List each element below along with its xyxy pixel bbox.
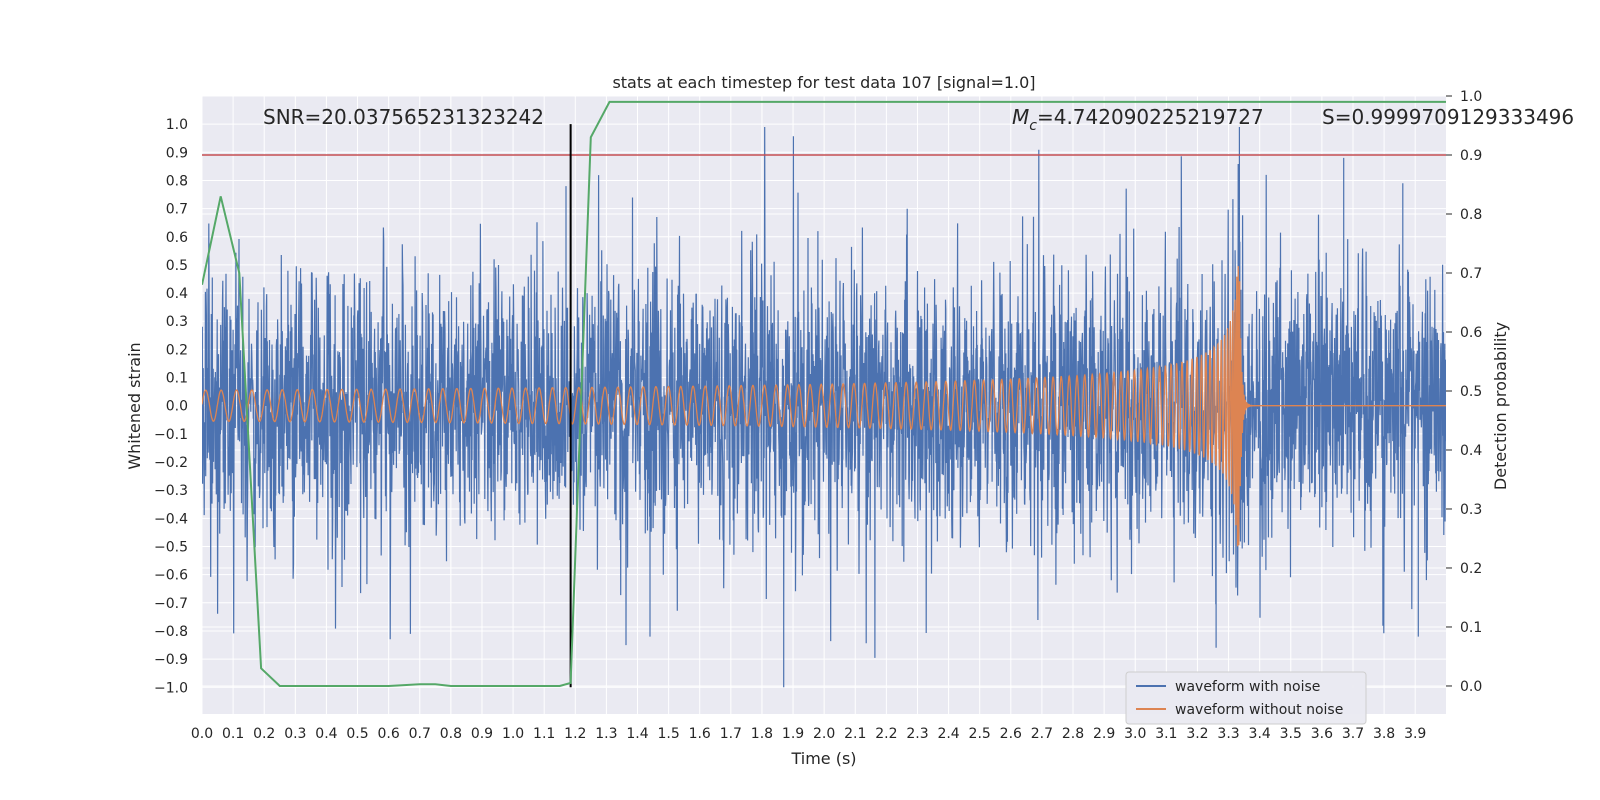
legend-box bbox=[1125, 671, 1367, 725]
legend: waveform with noise waveform without noi… bbox=[1125, 671, 1367, 725]
chirp-mass-annotation: Mc=4.742090225219727 bbox=[1012, 105, 1264, 134]
chirp-mass-symbol: M bbox=[1012, 105, 1029, 129]
x-tick-label: 2.4 bbox=[937, 726, 959, 742]
x-tick-label: 2.7 bbox=[1031, 726, 1053, 742]
y2-tick-label: 0.9 bbox=[1460, 148, 1482, 164]
y2-axis-ticks: 1.0 0.9 0.8 0.7 0.6 0.5 0.4 0.3 0.2 0.1 0.0 bbox=[1446, 89, 1482, 695]
y2-tick-label: 0.6 bbox=[1460, 325, 1482, 341]
x-tick-label: 0.8 bbox=[440, 726, 462, 742]
y-tick-label: −0.9 bbox=[154, 652, 188, 668]
x-tick-label: 1.9 bbox=[782, 726, 804, 742]
x-tick-label: 0.4 bbox=[315, 726, 337, 742]
y2-tick-label: 0.0 bbox=[1460, 679, 1482, 695]
y2-tick-label: 0.8 bbox=[1460, 207, 1482, 223]
x-tick-label: 3.9 bbox=[1404, 726, 1426, 742]
x-tick-label: 3.7 bbox=[1342, 726, 1364, 742]
chirp-mass-subscript: c bbox=[1029, 118, 1037, 134]
y-tick-label: −0.6 bbox=[154, 568, 188, 584]
y-tick-label: 0.9 bbox=[166, 145, 188, 161]
x-tick-label: 1.1 bbox=[533, 726, 555, 742]
y-tick-label: −1.0 bbox=[154, 680, 188, 696]
x-tick-label: 0.5 bbox=[346, 726, 368, 742]
y-tick-label: −0.4 bbox=[154, 511, 188, 527]
y-tick-label: 0.1 bbox=[166, 371, 188, 387]
y-tick-label: 0.5 bbox=[166, 258, 188, 274]
snr-annotation: SNR=20.037565231323242 bbox=[263, 105, 544, 129]
x-tick-label: 2.3 bbox=[906, 726, 928, 742]
x-tick-label: 2.1 bbox=[844, 726, 866, 742]
y-tick-label: 0.6 bbox=[166, 230, 188, 246]
y2-tick-label: 0.5 bbox=[1460, 384, 1482, 400]
x-tick-label: 0.3 bbox=[284, 726, 306, 742]
y-tick-label: −0.3 bbox=[154, 483, 188, 499]
x-tick-label: 3.0 bbox=[1124, 726, 1146, 742]
y-tick-label: 0.7 bbox=[166, 202, 188, 218]
x-tick-label: 1.6 bbox=[689, 726, 711, 742]
x-tick-label: 1.3 bbox=[595, 726, 617, 742]
chirp-mass-value: =4.742090225219727 bbox=[1037, 105, 1264, 129]
y-tick-label: −0.5 bbox=[154, 539, 188, 555]
x-tick-label: 3.2 bbox=[1186, 726, 1208, 742]
x-tick-label: 2.0 bbox=[813, 726, 835, 742]
x-tick-label: 1.7 bbox=[720, 726, 742, 742]
y-tick-label: 0.8 bbox=[166, 173, 188, 189]
y-tick-label: −0.2 bbox=[154, 455, 188, 471]
y-tick-label: 0.3 bbox=[166, 314, 188, 330]
y2-tick-label: 0.1 bbox=[1460, 620, 1482, 636]
y-tick-label: −0.7 bbox=[154, 596, 188, 612]
y-axis-label: Whitened strain bbox=[125, 342, 144, 469]
y-tick-label: −0.1 bbox=[154, 427, 188, 443]
y-tick-label: 0.0 bbox=[166, 399, 188, 415]
series-detection-probability bbox=[202, 100, 1446, 687]
x-tick-label: 0.7 bbox=[409, 726, 431, 742]
y2-tick-label: 0.7 bbox=[1460, 266, 1482, 282]
x-tick-label: 1.5 bbox=[657, 726, 679, 742]
y-tick-label: 1.0 bbox=[166, 117, 188, 133]
x-tick-label: 3.8 bbox=[1373, 726, 1395, 742]
x-tick-label: 2.5 bbox=[969, 726, 991, 742]
x-tick-label: 1.0 bbox=[502, 726, 524, 742]
s-annotation: S=0.9999709129333496 bbox=[1322, 105, 1574, 129]
x-tick-label: 1.4 bbox=[626, 726, 648, 742]
x-tick-label: 0.6 bbox=[378, 726, 400, 742]
x-tick-label: 3.6 bbox=[1311, 726, 1333, 742]
series-waveform-with-noise bbox=[202, 126, 1446, 688]
x-tick-label: 1.8 bbox=[751, 726, 773, 742]
x-tick-label: 0.2 bbox=[253, 726, 275, 742]
x-tick-label: 3.1 bbox=[1155, 726, 1177, 742]
x-tick-label: 0.0 bbox=[191, 726, 213, 742]
legend-label-clean: waveform without noise bbox=[1175, 702, 1343, 718]
y2-axis-label: Detection probability bbox=[1491, 322, 1510, 490]
x-tick-label: 2.2 bbox=[875, 726, 897, 742]
chart-title: stats at each timestep for test data 107… bbox=[612, 73, 1035, 92]
legend-label-noise: waveform with noise bbox=[1175, 679, 1320, 695]
x-tick-label: 3.4 bbox=[1249, 726, 1271, 742]
x-tick-label: 3.3 bbox=[1217, 726, 1239, 742]
series-waveform-without-noise bbox=[202, 266, 1446, 547]
x-tick-label: 2.9 bbox=[1093, 726, 1115, 742]
y2-tick-label: 0.4 bbox=[1460, 443, 1482, 459]
y2-tick-label: 1.0 bbox=[1460, 89, 1482, 105]
x-tick-label: 1.2 bbox=[564, 726, 586, 742]
y-tick-label: 0.4 bbox=[166, 286, 188, 302]
x-axis-label: Time (s) bbox=[790, 749, 856, 768]
y-tick-label: 0.2 bbox=[166, 342, 188, 358]
x-tick-label: 0.1 bbox=[222, 726, 244, 742]
y-tick-label: −0.8 bbox=[154, 624, 188, 640]
x-tick-label: 3.5 bbox=[1280, 726, 1302, 742]
x-tick-label: 2.8 bbox=[1062, 726, 1084, 742]
y-axis-ticks: 1.0 0.9 0.8 0.7 0.6 0.5 0.4 0.3 0.2 0.1 0.0 −0.1 −0.… bbox=[154, 117, 188, 696]
x-tick-label: 2.6 bbox=[1000, 726, 1022, 742]
y2-tick-label: 0.3 bbox=[1460, 502, 1482, 518]
x-axis-ticks: 0.0 0.1 0.2 0.3 0.4 0.5 0.6 0.7 0.8 0.9 1.0 1.1 1.2 1… bbox=[191, 726, 1426, 742]
x-tick-label: 0.9 bbox=[471, 726, 493, 742]
y2-tick-label: 0.2 bbox=[1460, 561, 1482, 577]
